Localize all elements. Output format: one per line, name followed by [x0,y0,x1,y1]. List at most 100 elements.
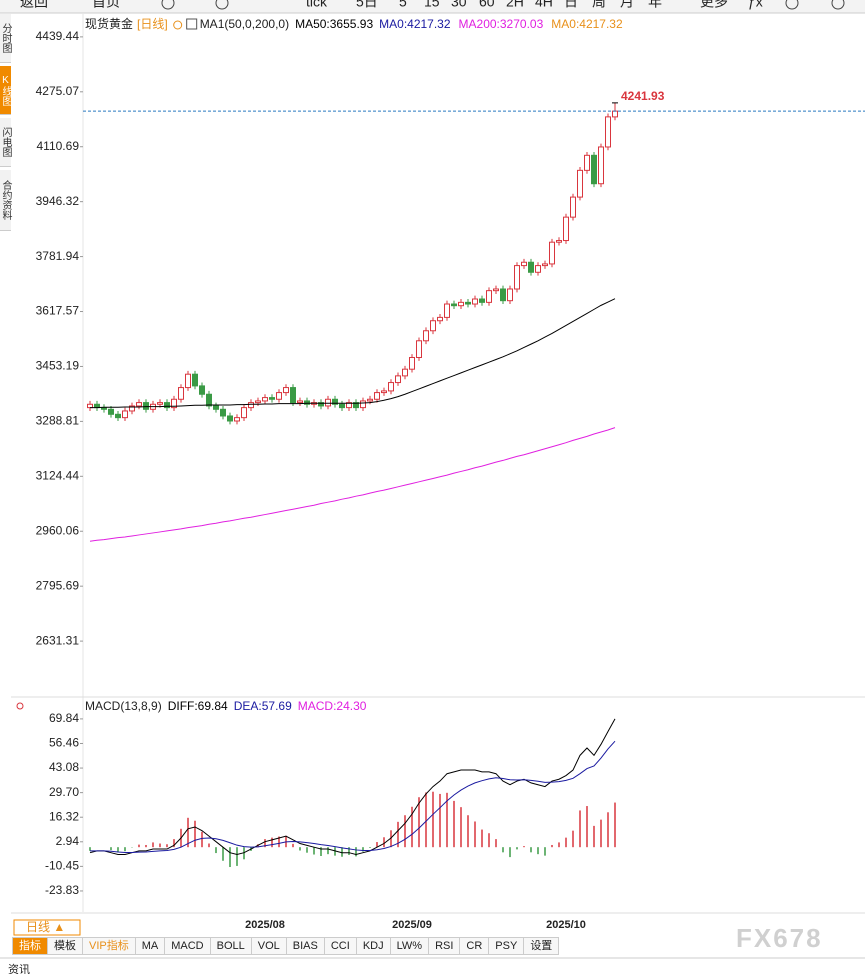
candle-body [241,407,247,419]
toolbar-icon[interactable] [161,0,175,10]
ma-line [90,298,616,409]
candle-body [164,402,170,409]
candle-body [591,154,597,185]
x-tick-label: 2025/08 [245,919,285,931]
candle-body [213,405,219,410]
toolbar-item[interactable]: 2H [506,0,524,10]
candle-body [360,400,366,409]
toolbar-item[interactable]: 年 [648,0,662,10]
y-tick-label: 2795.69 [36,578,80,592]
toolbar-item[interactable]: 更多 [700,0,728,10]
toolbar-icon[interactable] [831,0,845,10]
high-annotation: 4241.93 [621,89,665,103]
indicator-tab[interactable]: 设置 [524,937,560,955]
candle-body [367,398,373,402]
indicator-tab[interactable]: CCI [324,937,357,955]
legend-icon [186,18,198,30]
y-tick-label: 3124.44 [36,468,80,482]
candle-body [500,288,506,302]
footer-tab[interactable]: 资讯 [8,963,30,974]
legend-item: MA50:3655.93 [295,17,373,31]
toolbar-item[interactable]: 月 [620,0,634,10]
toolbar-item[interactable]: 返回 [20,0,48,10]
candle-body [255,400,261,404]
candle-body [87,403,93,409]
indicator-tab[interactable]: 指标 [12,937,48,955]
toolbar-item[interactable]: 4H [535,0,553,10]
x-tick-label: 2025/09 [392,919,432,931]
toolbar-item[interactable]: 周 [592,0,606,10]
indicator-tab[interactable]: MACD [165,937,211,955]
toolbar-item[interactable]: ƒx [748,0,763,10]
candle-body [304,400,310,405]
candle-body [353,402,359,409]
candle-body [472,298,478,305]
candle-body [423,330,429,342]
candle-body [318,402,324,407]
candle-body [171,398,177,409]
indicator-tab[interactable]: VOL [251,937,287,955]
candle-body [577,169,583,198]
candle-body [563,216,569,242]
candle-body [528,261,534,273]
indicator-tab[interactable]: RSI [429,937,461,955]
candle-body [465,301,471,305]
candle-body [395,375,401,384]
candle-body [332,398,338,405]
candle-body [346,402,352,409]
macd-line [89,718,616,856]
candle-body [157,402,163,405]
indicator-tab[interactable]: CR [460,937,490,955]
indicator-tab[interactable]: BOLL [210,937,252,955]
indicator-tab[interactable]: BIAS [286,937,325,955]
watermark: FX678 [736,923,823,953]
candle-body [339,403,345,409]
toolbar-item[interactable]: 5日 [356,0,378,10]
y-tick-label: 3288.81 [36,414,80,428]
toolbar-item[interactable]: tick [306,0,328,10]
legend-item: MACD:24.30 [298,699,367,713]
toolbar-item[interactable]: 首页 [92,0,120,10]
candle-body [381,390,387,394]
candle-body [276,392,282,400]
toolbar-item[interactable]: 30 [451,0,467,10]
period-button[interactable] [13,919,81,936]
indicator-tab[interactable]: VIP指标 [83,937,136,955]
candle-body [325,398,331,407]
toolbar-icon[interactable] [215,0,229,10]
toolbar-icon[interactable] [785,0,799,10]
candle-body [388,382,394,392]
indicator-tab[interactable]: 模板 [48,937,83,955]
side-tab[interactable]: 合约资料 [0,170,11,231]
collapse-icon[interactable] [173,20,183,30]
period-button-label[interactable]: 日线 ▲ [26,920,65,934]
y-tick-label: -23.83 [45,883,79,897]
toolbar-item[interactable]: 5 [399,0,407,10]
indicator-tab[interactable]: KDJ [356,937,391,955]
toolbar-item[interactable]: 15 [424,0,440,10]
candle-body [129,405,135,412]
candle-body [430,320,436,332]
toolbar-item[interactable]: 日 [564,0,578,10]
candle-body [101,407,107,410]
side-tab[interactable]: 闪电图 [0,118,11,167]
legend-item: DEA:57.69 [234,699,292,713]
indicator-tabs: 指标 模板 VIP指标 MA MACD BOLL VOL BIAS CCI KDJ LW% RSI CR… [12,937,560,955]
candle-body [220,408,226,417]
indicator-tab[interactable]: LW% [390,937,430,955]
y-tick-label: -10.45 [45,859,79,873]
candle-body [444,303,450,318]
side-tab[interactable]: K线图 [0,66,11,115]
chart-title: 现货黄金 [85,16,133,31]
y-tick-label: 2631.31 [36,633,80,647]
candle-body [269,397,275,400]
ma-line [89,427,616,542]
side-tab[interactable]: 分时图 [0,14,11,63]
candle-body [283,387,289,394]
indicator-tab[interactable]: PSY [489,937,525,955]
indicator-tab[interactable]: MA [135,937,166,955]
candle-body [192,373,198,387]
toolbar-item[interactable]: 60 [479,0,495,10]
